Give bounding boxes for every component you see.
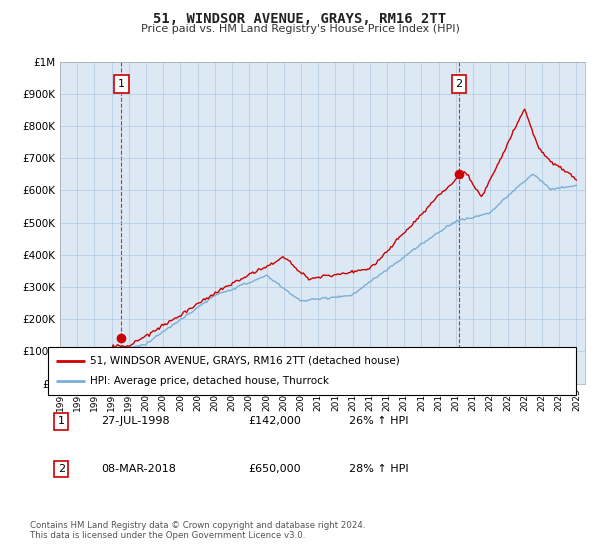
FancyBboxPatch shape <box>48 347 576 395</box>
Text: 51, WINDSOR AVENUE, GRAYS, RM16 2TT: 51, WINDSOR AVENUE, GRAYS, RM16 2TT <box>154 12 446 26</box>
Text: 2: 2 <box>58 464 65 474</box>
Text: £142,000: £142,000 <box>248 416 302 426</box>
Text: 1: 1 <box>118 79 125 89</box>
Text: 51, WINDSOR AVENUE, GRAYS, RM16 2TT (detached house): 51, WINDSOR AVENUE, GRAYS, RM16 2TT (det… <box>90 356 400 366</box>
Text: 26% ↑ HPI: 26% ↑ HPI <box>349 416 409 426</box>
Text: £650,000: £650,000 <box>248 464 301 474</box>
Text: 27-JUL-1998: 27-JUL-1998 <box>101 416 169 426</box>
Text: 2: 2 <box>455 79 463 89</box>
Text: 1: 1 <box>58 416 65 426</box>
Text: 08-MAR-2018: 08-MAR-2018 <box>101 464 176 474</box>
Text: Price paid vs. HM Land Registry's House Price Index (HPI): Price paid vs. HM Land Registry's House … <box>140 24 460 34</box>
Text: Contains HM Land Registry data © Crown copyright and database right 2024.
This d: Contains HM Land Registry data © Crown c… <box>30 521 365 540</box>
Text: 28% ↑ HPI: 28% ↑ HPI <box>349 464 409 474</box>
Text: HPI: Average price, detached house, Thurrock: HPI: Average price, detached house, Thur… <box>90 376 329 386</box>
